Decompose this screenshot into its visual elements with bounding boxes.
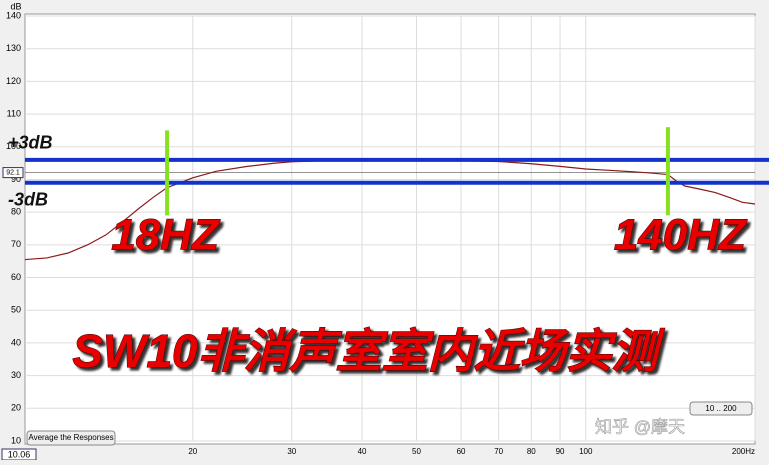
- x-tick-label: 30: [287, 447, 296, 456]
- x-tick-label: 40: [358, 447, 367, 456]
- y-tick-label: 20: [11, 403, 21, 413]
- x-tick-label: 90: [556, 447, 565, 456]
- cursor-label: 92.1: [6, 169, 20, 176]
- reference-label: -3dB: [8, 189, 48, 209]
- x-tick-label: 20: [188, 447, 197, 456]
- range-button-label[interactable]: 10 .. 200: [705, 404, 737, 413]
- y-tick-label: 120: [6, 76, 21, 86]
- range-button[interactable]: [689, 401, 753, 416]
- reference-label: +3dB: [8, 133, 53, 153]
- average-button-label[interactable]: Average the Responses: [28, 433, 113, 442]
- y-tick-label: 110: [7, 108, 21, 118]
- x-tick-label: 50: [412, 447, 421, 456]
- x-tick-label: 60: [457, 447, 466, 456]
- y-tick-label: 80: [11, 207, 21, 217]
- y-tick-label: 60: [11, 272, 21, 282]
- y-tick-label: 140: [6, 10, 21, 20]
- watermark: 知乎 @摩天: [595, 417, 685, 436]
- y-tick-label: 100: [6, 141, 21, 151]
- x-tick-label: 200Hz: [732, 447, 755, 456]
- plot-area: [24, 13, 756, 445]
- title: SW10非消声室室内近场实测: [72, 325, 665, 377]
- y-tick-label: 130: [6, 43, 21, 53]
- x-tick-label: 100: [579, 447, 593, 456]
- y-tick-label: 40: [11, 337, 21, 347]
- y-tick-label: 10: [11, 435, 21, 445]
- marker-label: 140HZ: [614, 211, 748, 260]
- y-tick-label: 50: [11, 305, 21, 315]
- cursor-box: [2, 167, 24, 179]
- x-tick-label: 70: [494, 447, 503, 456]
- y-tick-label: 70: [11, 239, 21, 249]
- y-tick-label: 30: [11, 370, 21, 380]
- x-start-label: 10.06: [8, 449, 31, 459]
- y-unit: dB: [10, 1, 21, 11]
- marker-label: 18HZ: [111, 211, 221, 260]
- y-tick-label: 90: [11, 174, 21, 184]
- x-tick-label: 80: [527, 447, 536, 456]
- average-button[interactable]: [26, 430, 116, 446]
